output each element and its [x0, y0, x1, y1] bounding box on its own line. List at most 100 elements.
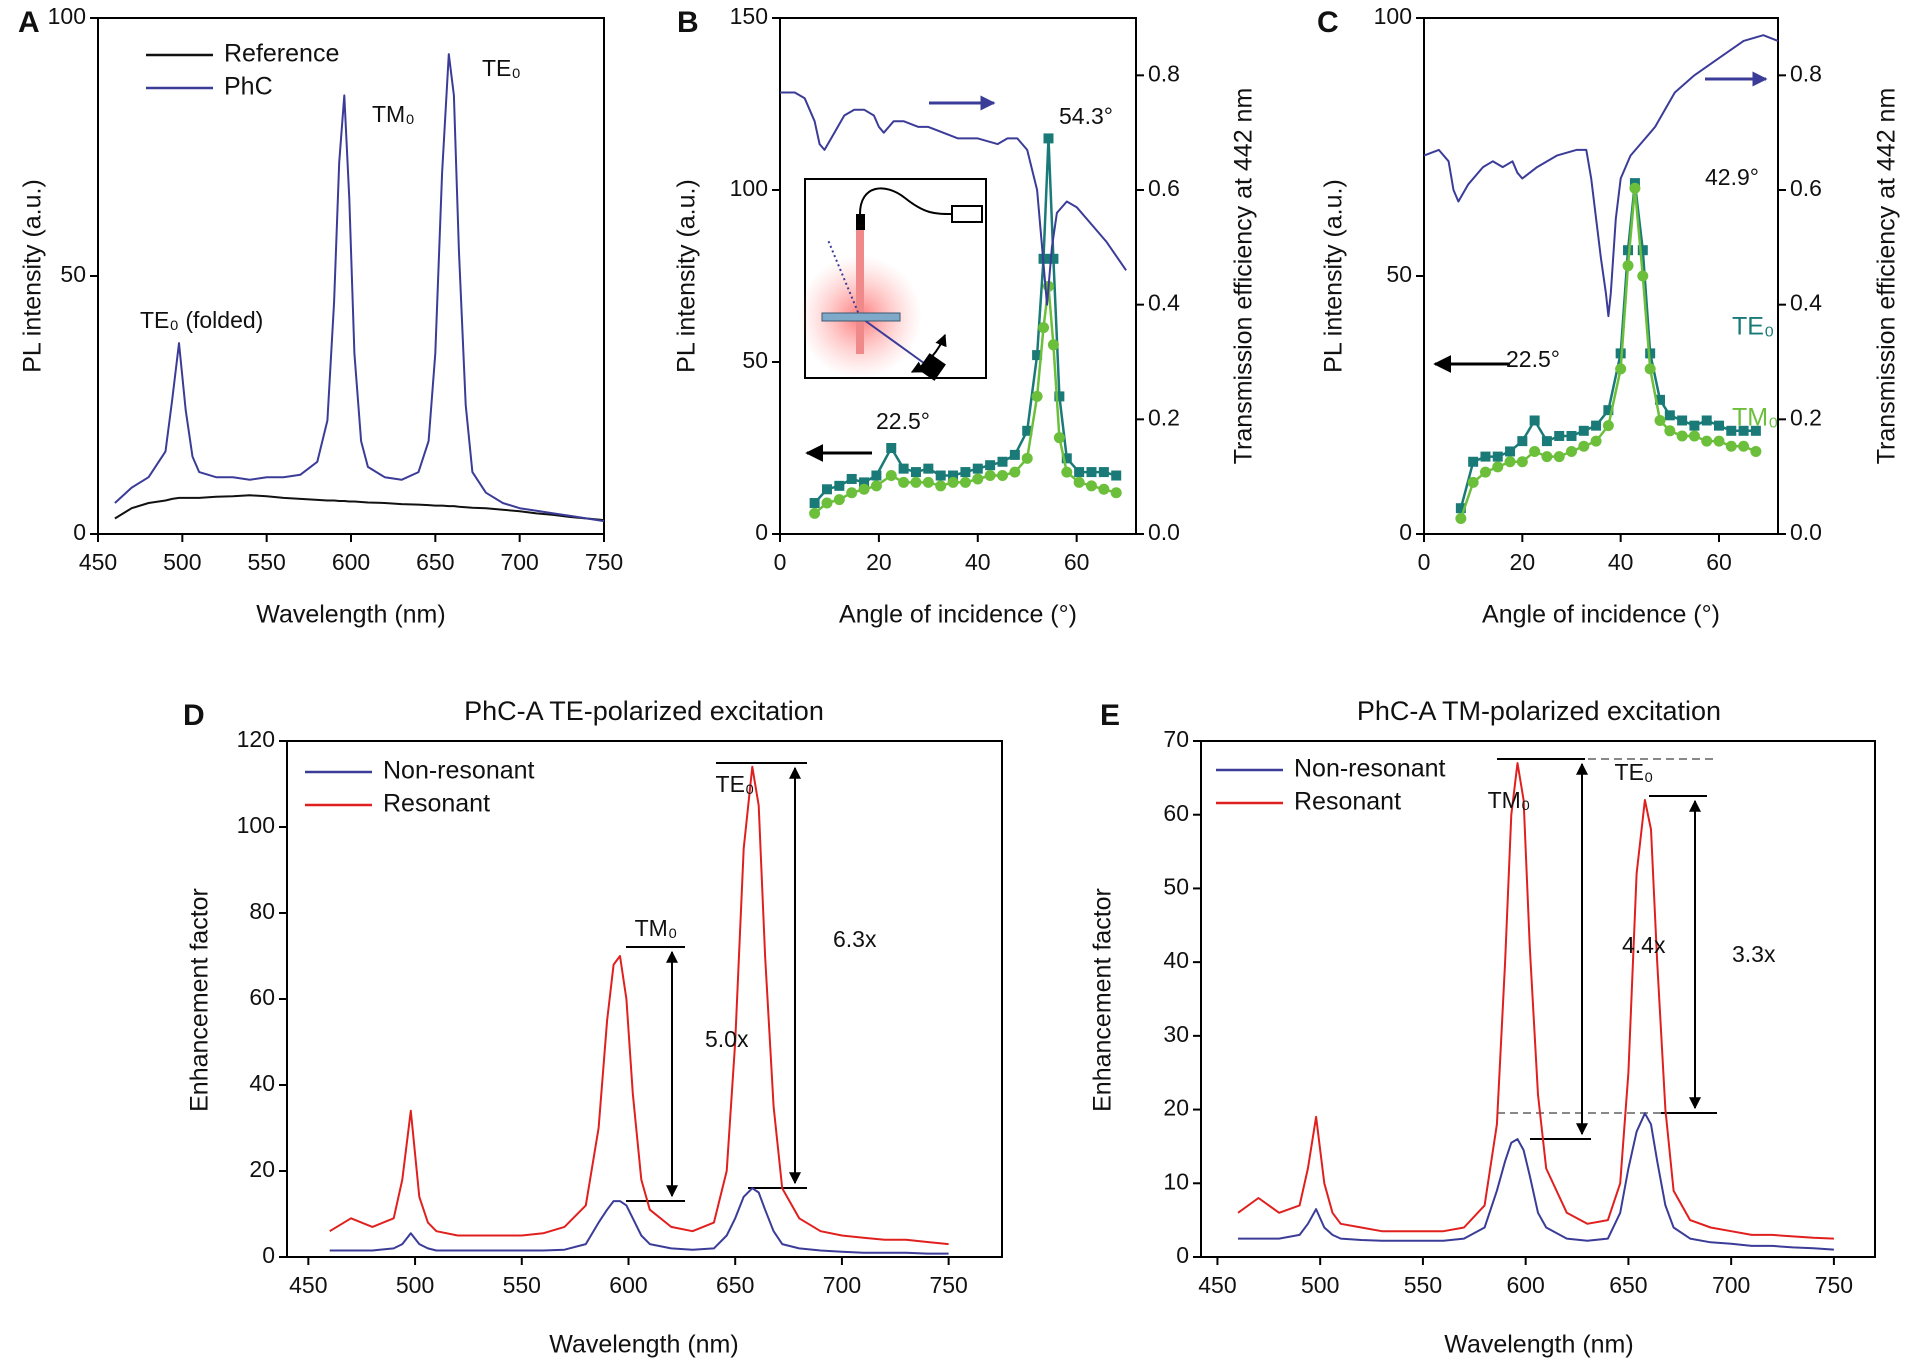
data-point	[898, 476, 910, 488]
data-point	[1467, 476, 1479, 488]
data-point	[948, 470, 959, 481]
annotation: TM₀	[635, 915, 678, 941]
enhancement-markers	[626, 762, 807, 1202]
y2-axis-label: Transmission efficiency at 442 nm	[1230, 88, 1258, 465]
series-line	[780, 91, 1127, 306]
data-point	[1713, 435, 1725, 447]
data-point	[1591, 420, 1602, 431]
data-point	[809, 498, 820, 509]
data-point	[1590, 435, 1602, 447]
data-point	[1516, 456, 1528, 468]
data-point	[1603, 405, 1614, 416]
annotation: 42.9°	[1705, 164, 1759, 190]
annotation: TM₀	[1488, 787, 1531, 813]
x-tick-label: 20	[866, 549, 892, 575]
chart-title: PhC-A TE-polarized excitation	[464, 696, 824, 726]
y2-tick-label: 0.6	[1790, 175, 1822, 201]
x-axis-label: Wavelength (nm)	[549, 1331, 738, 1359]
data-point	[1529, 415, 1540, 426]
data-point	[1553, 451, 1565, 463]
data-point	[1637, 245, 1648, 256]
y-tick-label: 60	[249, 984, 275, 1010]
x-tick-label: 550	[1404, 1272, 1442, 1298]
data-point	[1047, 339, 1059, 351]
panel-letter: D	[183, 699, 205, 732]
series-line	[114, 494, 605, 522]
data-point	[1701, 435, 1713, 447]
data-point	[1504, 456, 1516, 468]
series-line	[1238, 1112, 1834, 1251]
data-point	[1750, 425, 1761, 436]
data-point	[1602, 420, 1614, 432]
data-point	[1637, 270, 1649, 282]
data-point	[1738, 440, 1750, 452]
data-point	[871, 470, 882, 481]
data-point	[1455, 503, 1466, 514]
data-point	[972, 473, 984, 485]
y-tick-label: 20	[249, 1156, 275, 1182]
annotation: TE₀	[1615, 759, 1654, 785]
y2-tick-label: 0.8	[1790, 60, 1822, 86]
data-point	[1031, 390, 1043, 402]
x-tick-label: 0	[774, 549, 787, 575]
data-point	[1688, 430, 1700, 442]
legend-label: Reference	[224, 40, 339, 68]
data-point	[910, 476, 922, 488]
data-point	[1479, 466, 1491, 478]
data-point	[1554, 430, 1565, 441]
plot-frame	[1423, 17, 1779, 535]
series-line	[114, 53, 605, 523]
x-tick-label: 550	[503, 1272, 541, 1298]
y-tick-label: 50	[1163, 874, 1189, 900]
x-tick-label: 500	[163, 549, 201, 575]
data-point	[1529, 445, 1541, 457]
data-point	[1644, 363, 1656, 375]
y-tick-label: 120	[237, 726, 275, 752]
y-tick-label: 70	[1163, 726, 1189, 752]
data-point	[1061, 453, 1072, 464]
y-axis-label: PL intensity (a.u.)	[19, 179, 47, 373]
x-tick-label: 40	[1608, 549, 1634, 575]
x-axis-label: Angle of incidence (°)	[839, 601, 1077, 629]
data-point	[833, 494, 845, 506]
data-point	[1492, 461, 1504, 473]
data-point	[960, 467, 971, 478]
data-point	[846, 487, 858, 499]
data-point	[1750, 445, 1762, 457]
data-point	[1468, 456, 1479, 467]
x-tick-label: 500	[1301, 1272, 1339, 1298]
annotation: 22.5°	[1506, 346, 1560, 372]
data-point	[910, 467, 921, 478]
data-point	[870, 480, 882, 492]
data-point	[1517, 436, 1528, 447]
x-tick-label: 40	[965, 549, 991, 575]
y-tick-label: 0	[73, 519, 86, 545]
data-point	[1726, 425, 1737, 436]
data-point	[1654, 414, 1666, 426]
data-point	[997, 470, 1008, 482]
y-tick-label: 50	[60, 261, 86, 287]
data-point	[858, 483, 870, 495]
x-tick-label: 750	[929, 1272, 967, 1298]
plot-frame	[286, 740, 1003, 1258]
y-tick-label: 30	[1163, 1021, 1189, 1047]
legend-label: TM₀	[1732, 404, 1778, 432]
data-point	[1714, 420, 1724, 431]
x-tick-label: 650	[416, 549, 454, 575]
enhancement-markers	[1497, 758, 1717, 1140]
y2-tick-label: 0.0	[1148, 519, 1180, 545]
data-point	[1566, 445, 1577, 457]
annotation: TE₀ (folded)	[140, 307, 263, 333]
data-point	[1098, 483, 1110, 495]
data-point	[1038, 322, 1050, 334]
series-line	[1423, 34, 1779, 318]
annotation: TM₀	[372, 101, 415, 127]
x-tick-label: 60	[1706, 549, 1732, 575]
y-tick-label: 100	[1374, 3, 1412, 29]
data-point	[1738, 425, 1749, 436]
legend-label: Non-resonant	[383, 757, 535, 785]
x-tick-label: 450	[79, 549, 117, 575]
data-point	[1009, 449, 1020, 460]
series-line	[329, 765, 949, 1246]
y2-tick-label: 0.2	[1790, 404, 1822, 430]
